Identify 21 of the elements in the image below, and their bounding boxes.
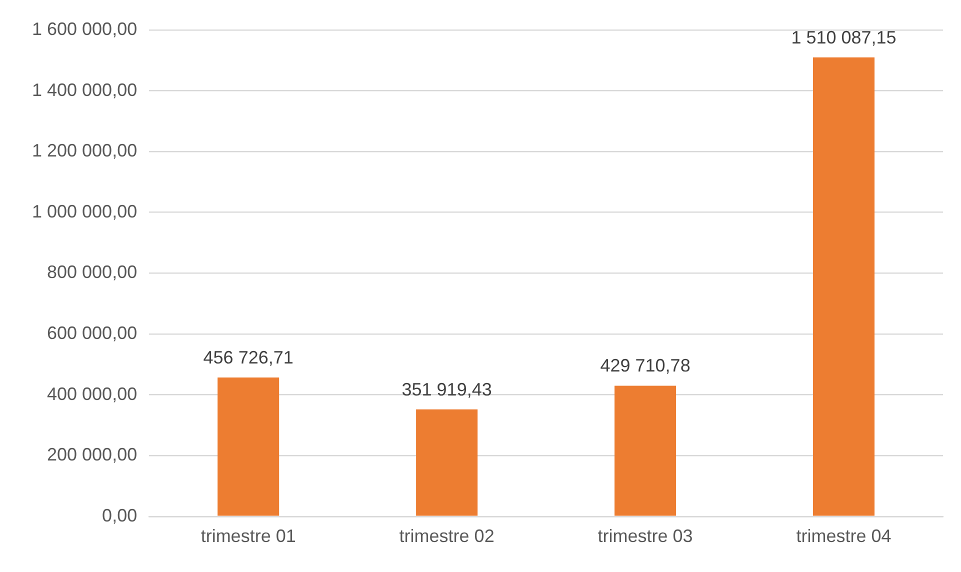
- y-tick-label: 1 200 000,00: [32, 140, 138, 161]
- y-tick-label: 0,00: [102, 505, 138, 526]
- x-tick-label: trimestre 03: [598, 526, 693, 546]
- x-tick-label: trimestre 02: [399, 526, 494, 546]
- bar: [416, 409, 478, 516]
- data-label: 1 510 087,15: [791, 27, 896, 48]
- y-tick-label: 1 600 000,00: [32, 18, 138, 39]
- y-tick-label: 1 000 000,00: [32, 201, 138, 222]
- bar: [614, 386, 676, 516]
- y-tick-label: 400 000,00: [47, 384, 138, 404]
- y-tick-label: 1 400 000,00: [32, 80, 138, 100]
- x-tick-label: trimestre 01: [200, 526, 296, 546]
- y-tick-label: 200 000,00: [47, 444, 138, 465]
- data-label: 351 919,43: [402, 379, 492, 400]
- y-tick-label: 800 000,00: [47, 262, 138, 282]
- bar: [218, 378, 280, 516]
- x-tick-label: trimestre 04: [796, 526, 892, 546]
- data-label: 429 710,78: [600, 356, 690, 376]
- bar: [813, 57, 875, 516]
- data-label: 456 726,71: [203, 348, 294, 368]
- y-tick-label: 600 000,00: [47, 322, 138, 343]
